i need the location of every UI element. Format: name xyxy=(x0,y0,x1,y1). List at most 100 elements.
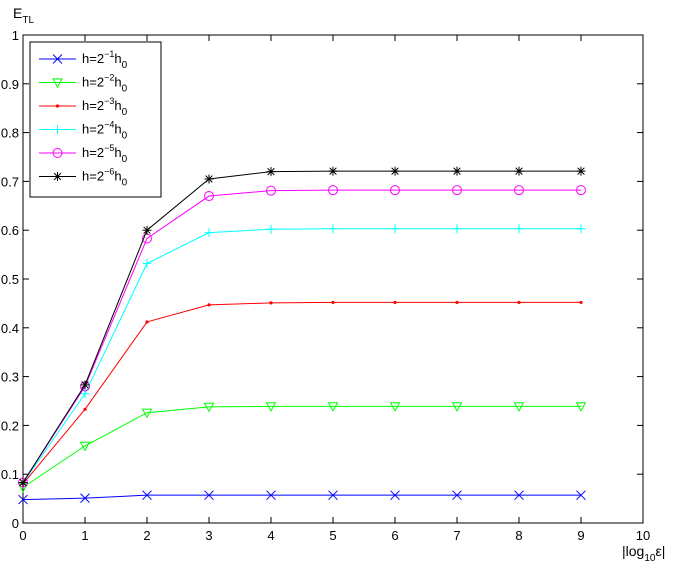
data-point xyxy=(266,224,276,234)
legend-label-post: h xyxy=(114,169,121,184)
legend-entry: h=2−2h0 xyxy=(39,73,128,95)
legend-label-post: h xyxy=(114,145,121,160)
legend-entry: h=2−4h0 xyxy=(39,120,128,142)
y-tick-label: 0.5 xyxy=(1,272,19,287)
data-point xyxy=(327,402,339,412)
x-tick-label: 1 xyxy=(81,528,88,543)
legend-entry: h=2−6h0 xyxy=(39,167,128,189)
legend-marker xyxy=(52,148,63,158)
legend-label-pre: h=2 xyxy=(82,51,104,66)
data-point xyxy=(141,408,153,419)
y-axis-label-base: E xyxy=(13,5,22,21)
y-tick-label: 1 xyxy=(12,28,19,43)
data-point xyxy=(576,490,586,501)
legend-marker xyxy=(52,54,63,64)
legend-label-post: h xyxy=(114,51,121,66)
legend-label-post: h xyxy=(114,98,121,113)
legend-label-sub: 0 xyxy=(122,107,128,118)
x-axis-label-post: ε| xyxy=(655,543,665,559)
legend-box xyxy=(29,41,162,198)
series-line xyxy=(22,405,581,488)
series-line xyxy=(22,228,581,484)
legend-label-exp: −3 xyxy=(104,96,114,106)
data-point xyxy=(390,166,400,176)
data-point xyxy=(390,490,400,501)
data-point xyxy=(328,224,338,234)
data-point xyxy=(204,228,214,238)
data-point xyxy=(142,258,152,268)
data-point xyxy=(331,300,335,305)
chart-series xyxy=(17,166,587,505)
data-point xyxy=(514,490,524,501)
legend-label-sub: 0 xyxy=(122,60,128,71)
series-5 xyxy=(18,185,586,488)
data-point xyxy=(265,402,277,412)
legend-label-sub: 0 xyxy=(122,154,128,165)
legend-entry: h=2−1h0 xyxy=(39,49,128,71)
x-axis-label-pre: |log xyxy=(622,543,644,559)
series-line xyxy=(22,494,581,501)
data-point xyxy=(576,224,586,234)
chart-legend: h=2−1h0h=2−2h0h=2−3h0h=2−4h0h=2−5h0h=2−6… xyxy=(29,41,162,198)
data-point xyxy=(142,490,152,501)
legend-label-sub: 0 xyxy=(122,84,128,95)
legend-label-exp: −5 xyxy=(104,143,114,153)
data-point xyxy=(18,477,28,487)
data-point xyxy=(514,224,524,234)
data-point xyxy=(513,402,525,412)
legend-label: h=2−5h0 xyxy=(82,143,128,165)
series-line xyxy=(22,170,581,483)
legend-label-exp: −2 xyxy=(104,73,114,83)
data-point xyxy=(145,320,149,324)
legend-entry: h=2−5h0 xyxy=(39,143,128,165)
y-tick-label: 0.6 xyxy=(1,223,19,238)
data-point xyxy=(207,303,211,307)
data-point xyxy=(452,224,462,234)
x-tick-label: 4 xyxy=(267,528,274,543)
legend-label-post: h xyxy=(114,122,121,137)
y-tick-label: 0.7 xyxy=(1,174,19,189)
legend-label: h=2−3h0 xyxy=(82,96,128,118)
legend-label: h=2−1h0 xyxy=(82,49,128,71)
x-tick-label: 8 xyxy=(515,528,522,543)
y-tick-label: 0.8 xyxy=(1,126,19,141)
series-line xyxy=(22,301,581,485)
data-point xyxy=(80,493,90,503)
x-tick-label: 5 xyxy=(329,528,336,543)
y-tick-label: 0 xyxy=(12,516,19,531)
series-4 xyxy=(18,224,586,488)
series-2 xyxy=(17,402,587,493)
x-tick-label: 3 xyxy=(205,528,212,543)
legend-label-pre: h=2 xyxy=(82,75,104,90)
data-point xyxy=(80,380,90,390)
data-point xyxy=(575,402,587,412)
data-point xyxy=(204,490,214,501)
y-tick-label: 0.3 xyxy=(1,370,19,385)
series-1 xyxy=(18,490,586,505)
data-point xyxy=(452,185,462,196)
data-point xyxy=(389,402,401,412)
data-point xyxy=(269,301,273,305)
x-tick-label: 9 xyxy=(577,528,584,543)
legend-label: h=2−6h0 xyxy=(82,167,128,189)
data-point xyxy=(514,166,524,176)
legend-label-exp: −6 xyxy=(104,167,114,177)
data-point xyxy=(328,185,338,196)
x-tick-label: 10 xyxy=(636,528,650,543)
x-tick-label: 6 xyxy=(391,528,398,543)
data-point xyxy=(576,166,586,176)
legend-label: h=2−2h0 xyxy=(82,73,128,95)
legend-label-sub: 0 xyxy=(122,178,128,189)
data-point xyxy=(451,402,463,412)
y-axis-label: ETL xyxy=(13,5,34,26)
data-point xyxy=(393,300,397,305)
y-tick-label: 0.1 xyxy=(1,467,19,482)
data-point xyxy=(390,224,400,234)
series-6 xyxy=(18,166,586,487)
legend-marker xyxy=(53,125,62,134)
data-point xyxy=(142,225,152,235)
legend-label-post: h xyxy=(114,75,121,90)
chart-axes: 0 1 2 3 4 5 6 7 8 9 1000.10.20.30.40.50.60.70.80.9… xyxy=(1,5,665,564)
x-axis-label: |log10ε| xyxy=(622,543,665,564)
data-point xyxy=(204,191,214,202)
